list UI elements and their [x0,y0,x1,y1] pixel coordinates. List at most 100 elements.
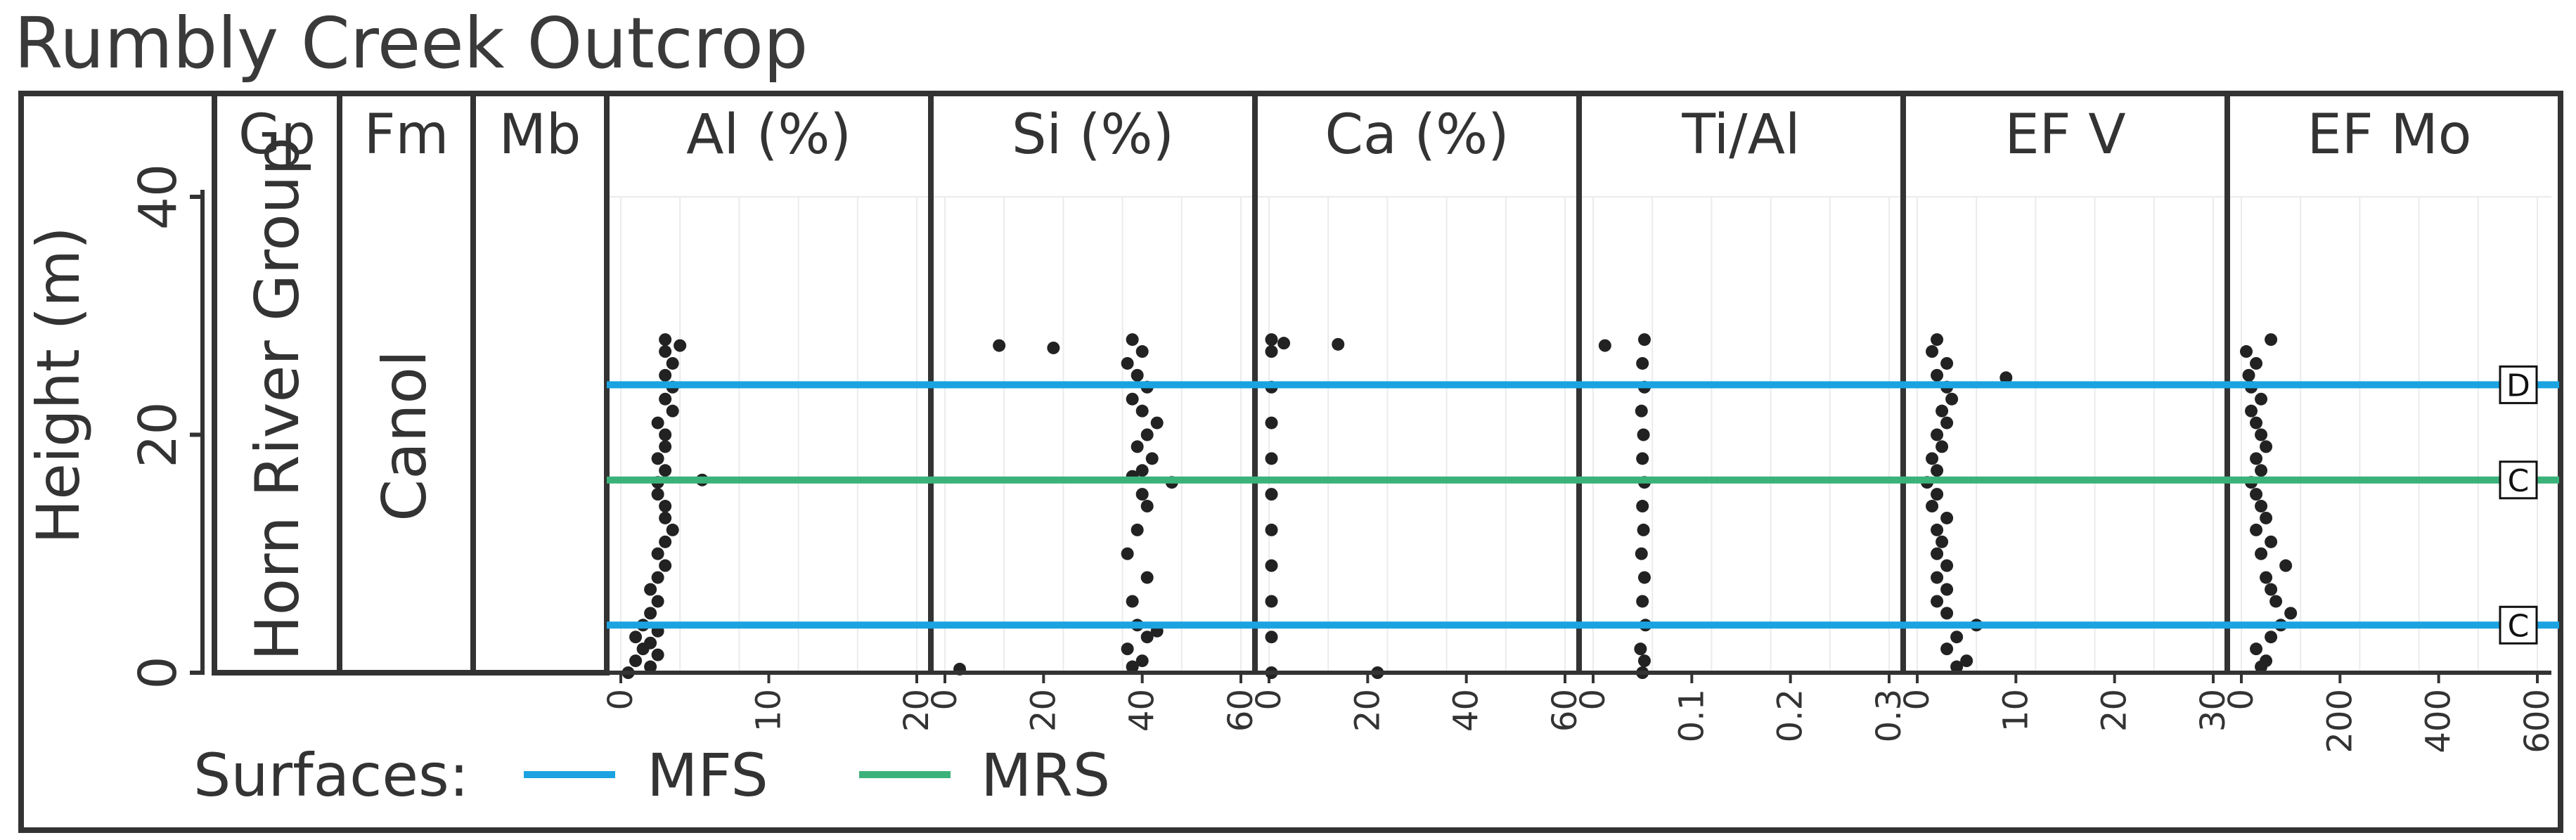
data-point [659,512,671,524]
data-point [1266,345,1278,358]
data-point [1931,571,1943,584]
surface-label: C [2508,608,2530,644]
data-point [1635,405,1648,418]
data-point [1936,440,1948,453]
data-point [1266,595,1278,607]
data-point [652,595,664,607]
panel-1: Al (%)0 10 20 [601,93,936,732]
y-axis-label: Height (m) [24,226,93,544]
data-point [2255,464,2267,477]
x-tick-label: 20 [1348,689,1387,732]
data-point [659,560,671,572]
surface-label: D [2506,368,2530,403]
data-point [659,345,671,358]
data-point [644,607,657,619]
data-point [1131,524,1144,536]
data-point [1266,631,1278,643]
y-tick-label: 40 [128,164,188,230]
data-point [659,464,671,477]
data-point [1636,452,1649,465]
data-point [1940,560,1953,572]
y-tick-label: 0 [128,656,188,689]
data-point [674,340,686,352]
data-point [1131,369,1144,382]
data-point [1931,488,1943,500]
x-tick-label: 20 [2095,689,2134,732]
data-point [652,548,664,560]
data-point [2240,345,2253,358]
x-tick-label: 600 [2518,689,2557,754]
data-point [1332,338,1344,351]
header-mb: Mb [499,103,581,167]
data-point [1960,654,1973,667]
data-point [2243,369,2255,382]
data-point [1926,500,1938,512]
data-point [1931,464,1943,477]
y-tick-label: 20 [128,401,188,467]
data-point [1931,369,1943,382]
legend-title: Surfaces: [193,741,469,810]
panel-title: EF Mo [2307,103,2472,167]
data-point [1266,417,1278,429]
data-point [2255,500,2267,512]
x-tick-label: 0.2 [1771,689,1810,742]
strat-columns: Gp Fm Mb Horn River Group Canol [214,93,607,673]
surface-label: C [2508,463,2530,499]
data-point [1931,429,1943,441]
data-point [652,488,664,500]
data-point [2279,560,2292,572]
group-label: Horn River Group [243,137,313,661]
panel-title: Al (%) [686,103,851,167]
x-tick-label: 10 [1996,689,2035,732]
data-point [1926,452,1938,465]
data-point [1936,405,1948,418]
data-point [1940,417,1953,429]
data-point [644,583,657,596]
page-title: Rumbly Creek Outcrop [14,2,808,84]
panel-title: EF V [2004,103,2125,167]
panel-6: EF Mo 0 200 400 600 [2222,93,2557,754]
data-point [2265,333,2277,346]
panel-title: Si (%) [1012,103,1174,167]
data-point [1936,536,1948,548]
data-point [659,500,671,512]
data-point [652,571,664,584]
x-tick-label: 200 [2320,689,2359,754]
data-point [2255,429,2267,441]
data-point [1141,500,1154,512]
data-point [1131,440,1144,453]
x-tick-label: 0 [1573,689,1613,711]
data-point [2250,357,2262,370]
data-point [652,417,664,429]
data-point [1146,452,1159,465]
data-point [2284,607,2297,619]
y-axis-ticks: 0 20 40 [128,164,202,690]
x-tick-label: 0 [601,689,640,711]
data-point [2265,583,2277,596]
data-point [1266,452,1278,465]
data-point [659,429,671,441]
data-point [666,405,679,418]
data-point [1636,595,1649,607]
data-point [1638,654,1651,667]
data-point [1940,583,1953,596]
data-point [659,393,671,406]
data-point [1126,333,1139,346]
x-tick-label: 20 [1024,689,1063,732]
data-point [629,654,642,667]
data-point [1266,333,1278,346]
data-point [2269,595,2282,607]
data-point [993,340,1005,352]
data-point [1931,333,1943,346]
legend-mfs-label: MFS [647,741,768,810]
data-point [2265,536,2277,548]
data-point [1136,654,1149,667]
panel-title: Ti/Al [1681,103,1800,167]
data-point [1141,571,1154,584]
data-point [1121,642,1134,655]
data-point [1940,642,1953,655]
data-point [1136,464,1149,477]
data-point [2260,571,2272,584]
data-point [659,536,671,548]
